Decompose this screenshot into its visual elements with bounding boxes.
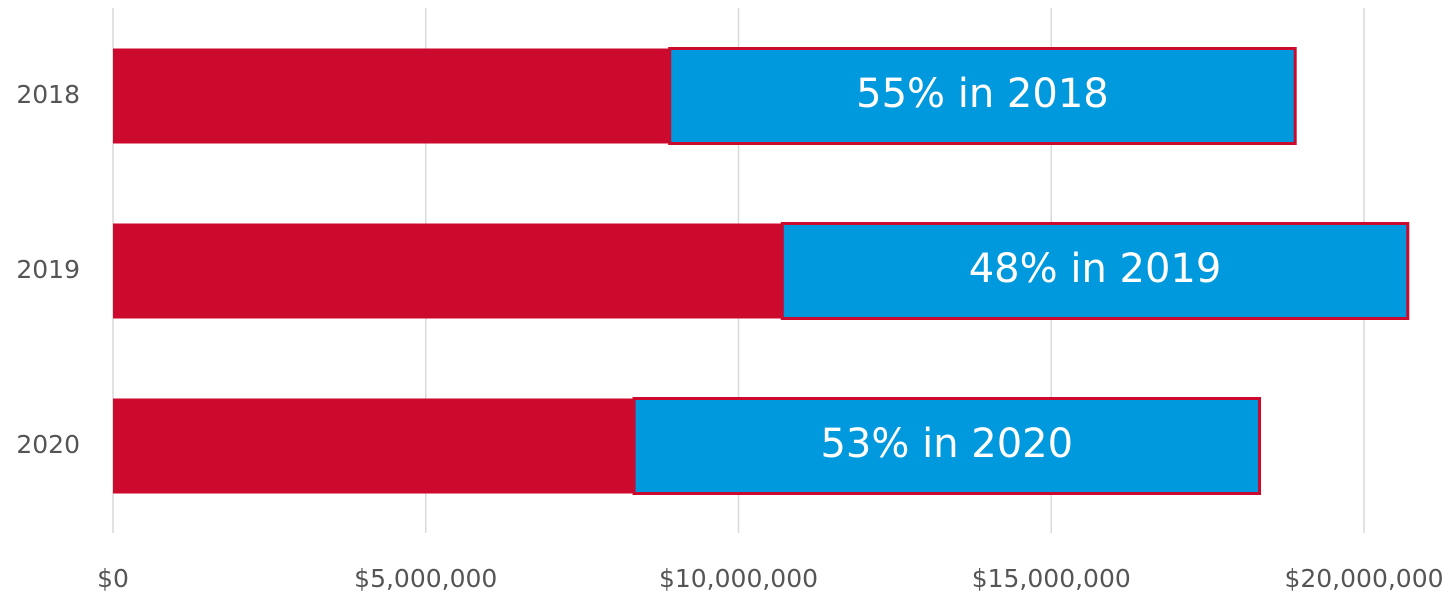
bar-segment	[113, 223, 783, 319]
x-tick-label: $5,000,000	[354, 564, 497, 593]
bar-segment	[780, 222, 1410, 320]
annotation: 55% in 2018	[856, 71, 1109, 117]
x-tick-label: $15,000,000	[972, 564, 1131, 593]
x-tick-label: $0	[97, 564, 129, 593]
x-tick-label: $20,000,000	[1284, 564, 1443, 593]
bar-segment	[668, 47, 1297, 145]
y-tick-label: 2020	[16, 430, 80, 459]
annotation: 48% in 2019	[969, 246, 1222, 292]
bar-segment	[632, 397, 1262, 495]
x-tick-label: $10,000,000	[659, 564, 818, 593]
annotation: 53% in 2020	[820, 421, 1073, 467]
y-tick-label: 2018	[16, 80, 80, 109]
y-tick-label: 2019	[16, 255, 80, 284]
bar-segment	[113, 48, 670, 144]
bar-segment	[113, 398, 635, 494]
